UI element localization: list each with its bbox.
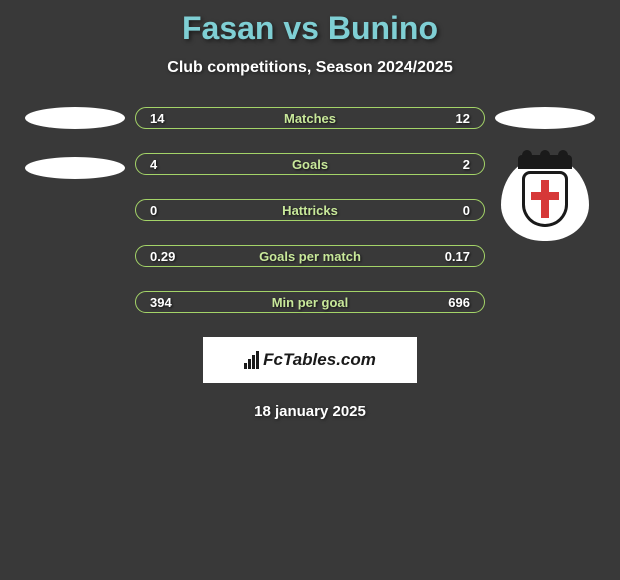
crown-icon — [518, 155, 572, 169]
page-title: Fasan vs Bunino — [0, 10, 620, 47]
right-player-logos — [485, 107, 605, 241]
bar-chart-icon — [244, 351, 259, 369]
club-badge-icon — [495, 157, 595, 241]
stat-row-goals-per-match: 0.29 Goals per match 0.17 — [135, 245, 485, 267]
stat-left-value: 394 — [150, 295, 172, 310]
crown-center-dot — [540, 150, 550, 160]
team-logo-placeholder — [25, 157, 125, 179]
stat-right-value: 0.17 — [445, 249, 470, 264]
team-logo-placeholder — [495, 107, 595, 129]
stat-label: Hattricks — [282, 203, 338, 218]
stat-left-value: 0.29 — [150, 249, 175, 264]
stat-left-value: 0 — [150, 203, 157, 218]
stat-left-value: 4 — [150, 157, 157, 172]
stat-row-min-per-goal: 394 Min per goal 696 — [135, 291, 485, 313]
cross-horizontal — [531, 192, 559, 200]
stat-right-value: 696 — [448, 295, 470, 310]
stat-row-goals: 4 Goals 2 — [135, 153, 485, 175]
stat-row-hattricks: 0 Hattricks 0 — [135, 199, 485, 221]
stat-bars: 14 Matches 12 4 Goals 2 0 Hattricks 0 0.… — [135, 107, 485, 313]
shield-shape — [501, 157, 589, 241]
footer-brand: FcTables.com — [203, 337, 417, 383]
stat-left-value: 14 — [150, 111, 164, 126]
stat-label: Goals — [292, 157, 328, 172]
subtitle: Club competitions, Season 2024/2025 — [0, 59, 620, 77]
stats-area: 14 Matches 12 4 Goals 2 0 Hattricks 0 0.… — [0, 107, 620, 313]
stat-right-value: 2 — [463, 157, 470, 172]
date-label: 18 january 2025 — [0, 403, 620, 420]
footer-brand-text: FcTables.com — [263, 350, 376, 370]
stat-label: Min per goal — [272, 295, 349, 310]
comparison-infographic: Fasan vs Bunino Club competitions, Seaso… — [0, 0, 620, 430]
stat-right-value: 0 — [463, 203, 470, 218]
team-logo-placeholder — [25, 107, 125, 129]
stat-right-value: 12 — [456, 111, 470, 126]
stat-label: Goals per match — [259, 249, 361, 264]
stat-label: Matches — [284, 111, 336, 126]
left-player-logos — [15, 107, 135, 179]
inner-shield — [522, 171, 568, 227]
stat-row-matches: 14 Matches 12 — [135, 107, 485, 129]
